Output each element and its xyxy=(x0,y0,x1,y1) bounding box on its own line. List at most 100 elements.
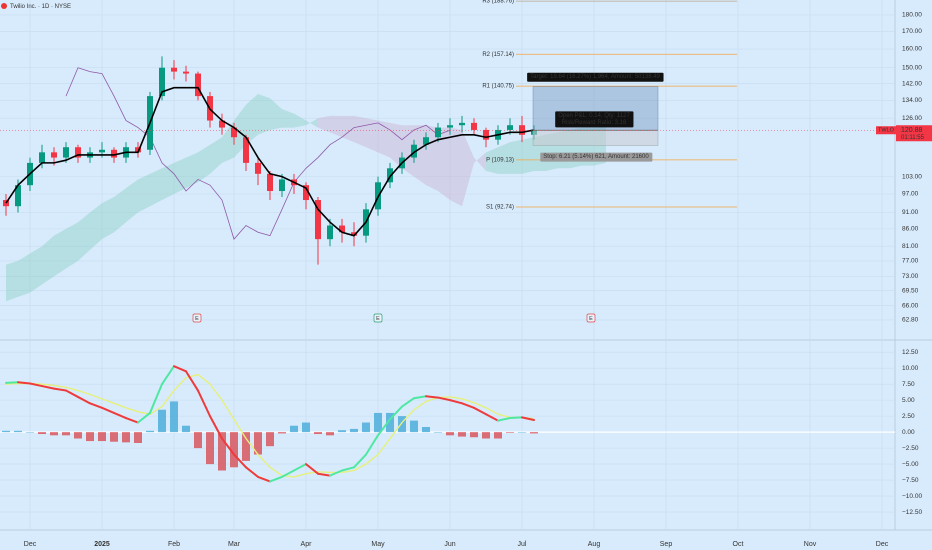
x-tick-label: Feb xyxy=(168,541,180,548)
y-tick-label: 7.50 xyxy=(902,381,915,388)
chart-title: Twilio Inc. · 1D · NYSE xyxy=(10,4,71,10)
cloud xyxy=(330,115,342,138)
histogram-bar xyxy=(362,422,370,433)
pivot-label: S1 (92.74) xyxy=(486,205,514,211)
histogram-bar xyxy=(26,432,34,433)
macd-line xyxy=(65,389,79,398)
y-tick-label: 69.50 xyxy=(902,287,919,294)
symbol-label: TWLO xyxy=(878,128,895,134)
candle-body xyxy=(99,149,105,153)
histogram-bar xyxy=(170,401,178,433)
histogram-bar xyxy=(386,412,394,433)
histogram-bar xyxy=(338,430,346,433)
cloud xyxy=(510,139,522,174)
histogram-bar xyxy=(182,425,190,433)
cloud xyxy=(126,179,138,223)
y-tick-label: 0.00 xyxy=(902,429,915,436)
macd-line xyxy=(509,416,523,420)
candle-body xyxy=(183,71,189,74)
histogram-bar xyxy=(2,430,10,433)
signal-line xyxy=(5,373,535,478)
macd-line xyxy=(473,406,487,416)
candle-body xyxy=(159,67,165,97)
histogram-bar xyxy=(194,432,202,449)
x-tick-label: Mar xyxy=(228,541,241,548)
macd-line xyxy=(485,413,499,422)
x-tick-label: Apr xyxy=(301,541,313,548)
y-tick-label: −5.00 xyxy=(902,461,919,468)
cloud xyxy=(42,235,54,285)
candle-body xyxy=(75,147,81,158)
candle-body xyxy=(111,149,117,158)
macd-line xyxy=(29,382,43,388)
histogram-bar xyxy=(482,432,490,439)
y-tick-label: −12.50 xyxy=(902,509,922,516)
macd-line xyxy=(293,463,307,472)
cloud xyxy=(186,152,198,189)
candle-body xyxy=(255,162,261,174)
macd-line xyxy=(437,396,451,402)
candle-body xyxy=(447,125,453,128)
pivot-label: R1 (140.75) xyxy=(482,84,514,90)
histogram-bar xyxy=(278,432,286,434)
histogram-bar xyxy=(62,432,70,436)
candle-body xyxy=(3,200,9,207)
histogram-bar xyxy=(506,432,514,433)
candle-body xyxy=(411,144,417,158)
cloud xyxy=(210,137,222,174)
candle-body xyxy=(15,185,21,207)
candle-body xyxy=(243,137,249,163)
cloud xyxy=(366,118,378,153)
cloud xyxy=(138,173,150,213)
candle-body xyxy=(327,225,333,240)
stop-label: Stop: 6.21 (5.14%) 621, Amount: 21600 xyxy=(543,154,649,160)
y-tick-label: −2.50 xyxy=(902,445,919,452)
cloud xyxy=(18,253,30,297)
macd-line xyxy=(89,402,103,409)
cloud xyxy=(438,127,450,201)
candle-body xyxy=(63,147,69,158)
histogram-bar xyxy=(470,432,478,438)
pivot-label: R2 (157.14) xyxy=(482,52,514,58)
y-tick-label: 86.00 xyxy=(902,226,919,233)
macd-line xyxy=(497,417,511,422)
stop-label-box xyxy=(540,152,653,162)
histogram-bar xyxy=(374,412,382,433)
pivot-label: P (109.13) xyxy=(486,157,514,163)
histogram-bar xyxy=(254,432,262,455)
y-tick-label: 91.00 xyxy=(902,209,919,216)
candle-body xyxy=(39,152,45,163)
stop-zone xyxy=(532,129,659,146)
target-label: Target: 19.64 (16.27%) 1,964, Amount: 50… xyxy=(530,74,660,80)
histogram-bar xyxy=(218,432,226,471)
cloud xyxy=(258,93,270,135)
macd-line xyxy=(209,415,223,440)
macd-line xyxy=(401,397,415,408)
macd-line xyxy=(113,411,127,420)
cloud xyxy=(486,147,498,174)
cloud xyxy=(270,98,282,130)
histogram-bar xyxy=(146,430,154,433)
macd-line xyxy=(53,387,67,392)
histogram-bar xyxy=(434,432,442,433)
cloud xyxy=(78,212,90,261)
histogram-bar xyxy=(350,428,358,433)
macd-line xyxy=(305,463,319,475)
histogram-bar xyxy=(206,432,214,465)
macd-line xyxy=(125,417,139,424)
macd-line xyxy=(5,381,19,384)
macd-line xyxy=(257,475,271,483)
histogram-bar xyxy=(410,420,418,433)
macd-line xyxy=(413,395,427,400)
cloud xyxy=(306,118,318,128)
candle-body xyxy=(195,73,201,97)
histogram-bar xyxy=(314,432,322,435)
y-tick-label: 103.00 xyxy=(902,173,922,180)
macd-line xyxy=(221,437,235,456)
candle-body xyxy=(459,122,465,126)
cloud xyxy=(174,157,186,195)
cloud xyxy=(462,129,474,207)
cloud xyxy=(282,109,294,128)
